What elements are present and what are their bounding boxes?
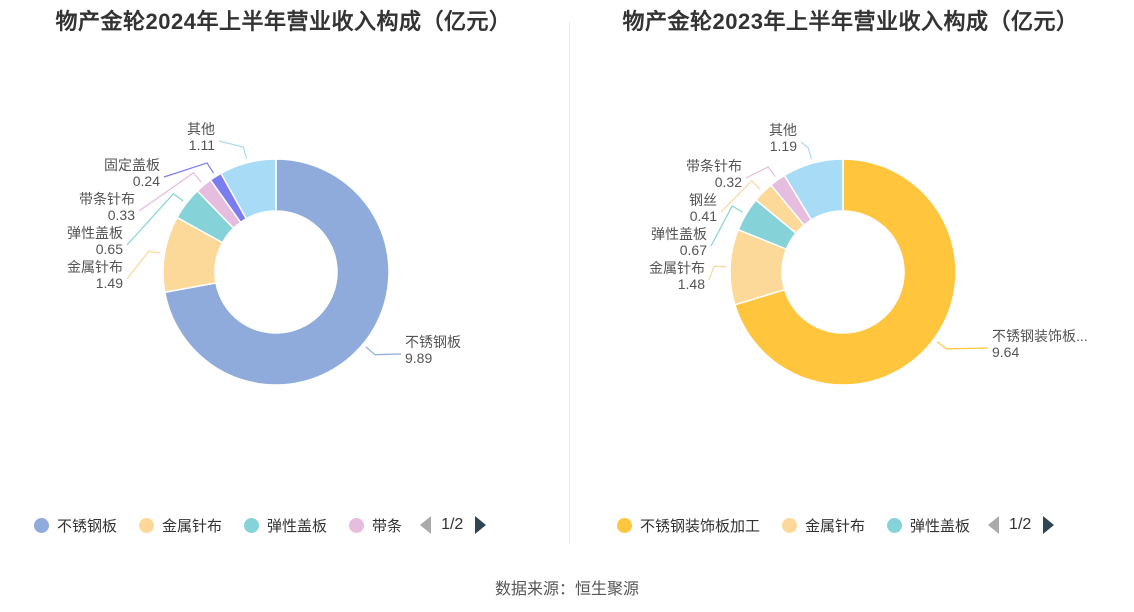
chart-panel-2023: 物产金轮2023年上半年营业收入构成（亿元） 不锈钢装饰板... 9.64 金属针布…	[567, 0, 1134, 545]
prev-page-icon[interactable]	[420, 516, 432, 534]
slice-value: 0.67	[680, 242, 707, 258]
leader-line	[720, 179, 761, 213]
slice-value: 0.24	[133, 173, 160, 189]
legend-item[interactable]: 不锈钢板	[34, 515, 117, 536]
legend-marker	[349, 517, 365, 533]
chart-title: 物产金轮2024年上半年营业收入构成（亿元）	[55, 9, 512, 34]
chart-panel-2024: 物产金轮2024年上半年营业收入构成（亿元） 不锈钢板 9.89 金属针布 1.49 弹…	[0, 0, 567, 545]
leader-line	[365, 346, 402, 356]
legend-label: 金属针布	[805, 517, 866, 535]
legend-marker	[34, 517, 49, 533]
leader-line	[745, 166, 776, 179]
leader-line	[126, 192, 184, 246]
legend-item[interactable]: 带条	[349, 515, 402, 536]
legend-item[interactable]: 金属针布	[139, 515, 222, 536]
legend-pager: 1/2	[988, 516, 1055, 534]
legend-label: 不锈钢装饰板加工	[640, 517, 761, 535]
next-page-icon[interactable]	[1043, 516, 1055, 534]
slice-label: 带条针布	[686, 158, 742, 174]
slice-label: 弹性盖板	[651, 226, 707, 242]
legend-label: 不锈钢板	[57, 517, 118, 535]
next-page-icon[interactable]	[475, 516, 487, 534]
legend-item[interactable]: 金属针布	[782, 515, 865, 536]
panel-divider	[569, 22, 570, 544]
chart-title: 物产金轮2023年上半年营业收入构成（亿元）	[622, 9, 1079, 34]
slice-value: 9.64	[992, 344, 1019, 360]
chart-legend: 不锈钢板 金属针布 弹性盖板 带条 1/2	[34, 514, 487, 536]
legend-item[interactable]: 弹性盖板	[244, 515, 327, 536]
pie-slice-6[interactable]	[219, 158, 277, 220]
slice-value: 9.89	[405, 350, 432, 366]
leader-line	[708, 265, 727, 281]
slice-label: 金属针布	[67, 259, 123, 275]
slice-label: 不锈钢板	[405, 334, 461, 350]
legend-marker	[244, 517, 260, 533]
slice-value: 1.49	[96, 275, 123, 291]
chart-legend: 不锈钢装饰板加工 金属针布 弹性盖板 1/2	[617, 514, 1055, 536]
legend-marker	[782, 517, 798, 533]
slice-label: 其他	[769, 122, 797, 138]
slice-value: 0.32	[715, 174, 742, 190]
data-source-note: 数据来源：恒生聚源	[494, 581, 639, 598]
leader-line	[936, 341, 989, 350]
slice-label: 金属针布	[649, 260, 705, 276]
slice-label: 弹性盖板	[67, 225, 123, 241]
legend-label: 弹性盖板	[910, 517, 971, 535]
slice-value: 1.19	[770, 138, 797, 154]
legend-item[interactable]: 不锈钢装饰板加工	[617, 515, 760, 536]
leader-line	[710, 205, 743, 247]
slice-label: 带条针布	[79, 191, 135, 207]
legend-marker	[139, 517, 155, 533]
leader-line	[138, 172, 202, 212]
leader-line	[800, 141, 813, 160]
legend-item[interactable]: 弹性盖板	[887, 515, 970, 536]
slice-value: 1.11	[189, 137, 215, 153]
legend-marker	[617, 517, 632, 533]
leader-line	[218, 140, 248, 159]
page-indicator: 1/2	[1009, 516, 1032, 533]
page-indicator: 1/2	[441, 516, 464, 533]
pie-slice-1[interactable]	[733, 158, 957, 386]
pie-slice-1[interactable]	[163, 158, 390, 386]
slice-value: 0.65	[96, 241, 123, 257]
legend-label: 带条	[372, 517, 403, 535]
slice-label: 不锈钢装饰板...	[992, 328, 1088, 344]
slice-value: 0.41	[690, 208, 717, 224]
pie-slice-6[interactable]	[783, 158, 844, 221]
legend-label: 弹性盖板	[267, 517, 328, 535]
legend-pager: 1/2	[420, 516, 487, 534]
legend-marker	[887, 517, 903, 533]
leader-line	[163, 162, 214, 178]
slice-value: 0.33	[108, 207, 135, 223]
slice-label: 固定盖板	[104, 157, 160, 173]
legend-label: 金属针布	[162, 517, 223, 535]
slice-label: 钢丝	[689, 192, 717, 208]
prev-page-icon[interactable]	[988, 516, 1000, 534]
leader-line	[126, 250, 161, 280]
slice-value: 1.48	[678, 276, 705, 292]
slice-label: 其他	[187, 121, 215, 137]
